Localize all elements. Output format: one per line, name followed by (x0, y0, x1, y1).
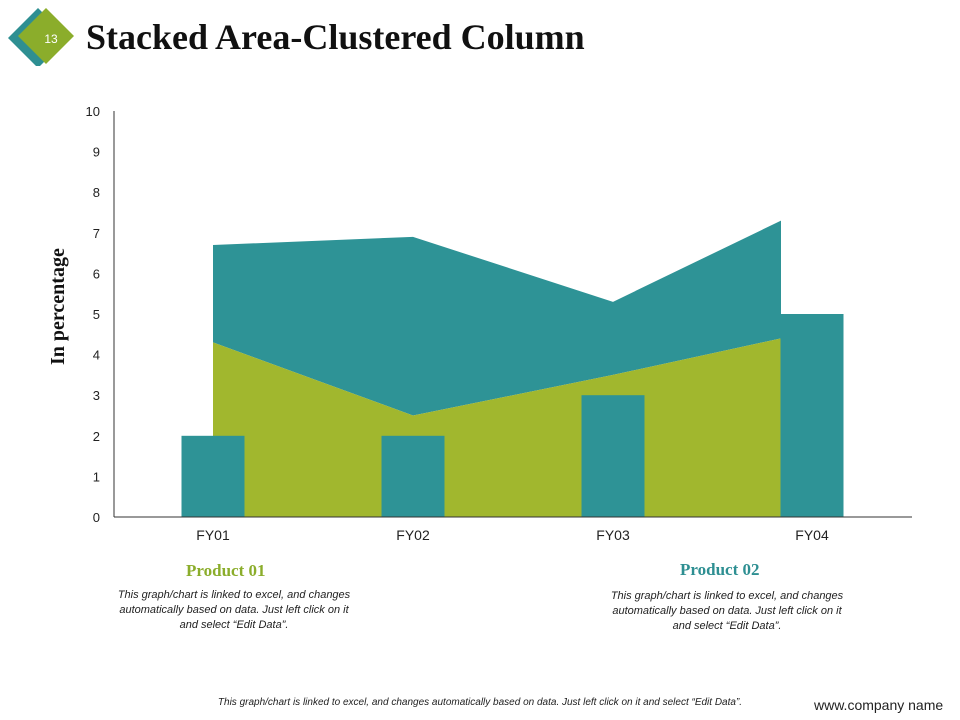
y-tick-label: 8 (93, 185, 100, 200)
column-bar-fy02 (381, 435, 445, 517)
x-tick-label: FY03 (596, 527, 630, 543)
y-tick-label: 7 (93, 226, 100, 241)
slide-number: 13 (44, 32, 58, 46)
legend-desc-product-01: This graph/chart is linked to excel, and… (117, 589, 351, 631)
legend-title-product-01: Product 01 (186, 561, 266, 580)
x-tick-label: FY01 (196, 527, 230, 543)
y-tick-label: 3 (93, 388, 100, 403)
y-axis-label: In percentage (47, 248, 69, 365)
website-label: www.company name (814, 697, 944, 713)
badge-diamond-icon (8, 8, 74, 68)
x-tick-label: FY02 (396, 527, 430, 543)
column-bar-fy04 (780, 314, 844, 517)
y-tick-label: 4 (93, 348, 100, 363)
column-bar-fy03 (581, 395, 645, 517)
y-tick-label: 5 (93, 307, 100, 322)
legend-desc-product-02: This graph/chart is linked to excel, and… (610, 590, 844, 632)
y-tick-label: 0 (93, 510, 100, 525)
page-title: Stacked Area-Clustered Column (86, 17, 585, 57)
footer-note: This graph/chart is linked to excel, and… (217, 697, 743, 708)
area-series-2 (213, 220, 781, 416)
slide-number-badge: 13 (6, 6, 78, 68)
column-bar-fy01 (181, 435, 245, 517)
y-tick-label: 2 (93, 429, 100, 444)
legend-title-product-02: Product 02 (680, 560, 760, 579)
y-tick-label: 1 (93, 469, 100, 484)
y-tick-label: 10 (86, 104, 100, 119)
x-tick-label: FY04 (795, 527, 829, 543)
y-tick-label: 6 (93, 266, 100, 281)
y-tick-label: 9 (93, 145, 100, 160)
